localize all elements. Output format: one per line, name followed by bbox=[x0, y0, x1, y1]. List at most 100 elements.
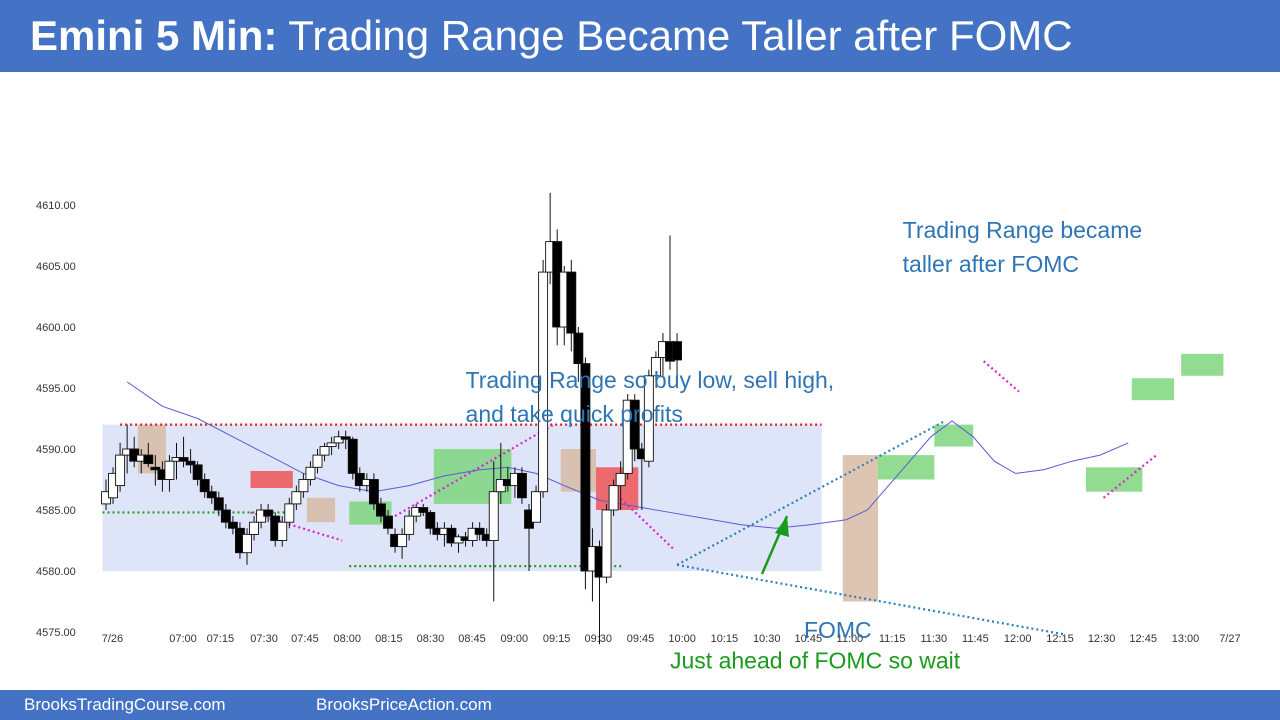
channel-line bbox=[676, 563, 1065, 636]
x-tick-label: 7/26 bbox=[102, 633, 123, 645]
candle bbox=[305, 461, 316, 486]
candle-body bbox=[404, 515, 415, 535]
candle bbox=[615, 461, 626, 510]
candle bbox=[115, 442, 126, 492]
candle-body bbox=[305, 466, 316, 480]
candle-body bbox=[150, 466, 161, 471]
footer-left-link[interactable]: BrooksTradingCourse.com bbox=[24, 695, 226, 714]
candle bbox=[263, 503, 274, 523]
trendline bbox=[983, 360, 1020, 393]
annotation-text: Just ahead of FOMC so wait bbox=[670, 648, 961, 674]
x-tick-label: 11:30 bbox=[920, 633, 947, 645]
candle-body bbox=[291, 491, 302, 505]
signal-bar-highlight bbox=[842, 455, 878, 602]
candle-body bbox=[418, 507, 429, 513]
candle-body bbox=[615, 472, 626, 487]
y-tick-label: 4585.00 bbox=[36, 505, 76, 517]
x-tick-label: 08:00 bbox=[333, 633, 361, 645]
signal-bar-highlight bbox=[306, 497, 336, 523]
x-tick-label: 10:00 bbox=[668, 633, 696, 645]
candle bbox=[178, 436, 189, 468]
candle bbox=[629, 394, 640, 462]
title-banner: Emini 5 Min: Trading Range Became Taller… bbox=[0, 0, 1280, 72]
y-tick-label: 4610.00 bbox=[36, 200, 76, 212]
x-tick-label: 09:00 bbox=[501, 633, 529, 645]
candle bbox=[192, 461, 203, 486]
candle-body bbox=[580, 363, 591, 572]
candle bbox=[573, 327, 584, 382]
candle-body bbox=[263, 509, 274, 517]
signal-bar-highlight bbox=[137, 424, 166, 474]
candle bbox=[249, 516, 260, 541]
candle-body bbox=[573, 332, 584, 365]
candle-body bbox=[650, 357, 661, 377]
trendline bbox=[1102, 454, 1158, 499]
candle bbox=[326, 436, 337, 456]
candle bbox=[643, 369, 654, 468]
candle-body bbox=[298, 479, 309, 493]
x-tick-label: 07:30 bbox=[250, 633, 278, 645]
title-rest: Trading Range Became Taller after FOMC bbox=[277, 12, 1073, 59]
candle bbox=[213, 491, 224, 517]
candle-body bbox=[199, 479, 210, 493]
footer-right-link[interactable]: BrooksPriceAction.com bbox=[316, 695, 492, 714]
candle-body bbox=[326, 442, 337, 448]
candle-body bbox=[242, 533, 252, 554]
x-tick-label: 09:15 bbox=[543, 633, 571, 645]
sell-entry-highlight bbox=[250, 470, 293, 489]
candle bbox=[650, 351, 661, 382]
candle bbox=[227, 516, 238, 535]
y-tick-label: 4575.00 bbox=[36, 627, 76, 639]
candle bbox=[608, 479, 619, 517]
annotation-text: FOMC bbox=[804, 617, 872, 643]
candle-body bbox=[319, 446, 330, 456]
candle bbox=[531, 485, 541, 523]
buy-entry-highlight bbox=[1085, 467, 1143, 492]
y-tick-label: 4595.00 bbox=[36, 383, 76, 395]
candle bbox=[601, 503, 612, 584]
candle bbox=[277, 516, 288, 547]
x-tick-label: 12:30 bbox=[1088, 633, 1116, 645]
x-tick-label: 11:15 bbox=[879, 633, 906, 645]
x-tick-label: 10:15 bbox=[711, 633, 739, 645]
x-tick-label: 07:45 bbox=[291, 633, 319, 645]
x-tick-label: 08:15 bbox=[375, 633, 403, 645]
candle-body bbox=[164, 460, 175, 480]
x-tick-label: 10:45 bbox=[795, 633, 823, 645]
candle-body bbox=[340, 436, 351, 440]
candle bbox=[220, 503, 231, 529]
candle-body bbox=[517, 472, 527, 499]
candle-body bbox=[446, 527, 457, 544]
candle-body bbox=[206, 491, 217, 499]
x-tick-label: 09:45 bbox=[627, 633, 655, 645]
x-tick-label: 08:30 bbox=[417, 633, 445, 645]
candle-body bbox=[608, 485, 619, 511]
candle bbox=[185, 449, 196, 474]
candle-body bbox=[185, 460, 196, 466]
candle bbox=[446, 524, 457, 547]
candle-body bbox=[474, 527, 485, 535]
candle bbox=[368, 473, 379, 510]
candle bbox=[376, 497, 386, 523]
candle bbox=[580, 357, 591, 590]
candle-body bbox=[601, 509, 612, 578]
candle bbox=[242, 528, 252, 565]
candle bbox=[312, 449, 323, 474]
candle bbox=[333, 430, 344, 449]
x-tick-label: 07:15 bbox=[207, 633, 235, 645]
annotation-text: Trading Range so buy low, sell high, bbox=[466, 367, 835, 393]
candle bbox=[418, 503, 429, 517]
candle-body bbox=[284, 503, 295, 523]
x-tick-label: 12:45 bbox=[1129, 633, 1157, 645]
candle-body bbox=[178, 457, 189, 462]
candle bbox=[397, 528, 408, 559]
candle bbox=[538, 259, 549, 498]
y-tick-label: 4580.00 bbox=[36, 566, 76, 578]
y-tick-label: 4605.00 bbox=[36, 261, 76, 273]
x-tick-label: 08:45 bbox=[458, 633, 486, 645]
x-tick-label: 13:00 bbox=[1172, 633, 1200, 645]
candle bbox=[383, 510, 393, 535]
annotation-text: Trading Range became bbox=[903, 217, 1143, 243]
candle-body bbox=[397, 533, 408, 548]
y-tick-label: 4590.00 bbox=[36, 444, 76, 456]
